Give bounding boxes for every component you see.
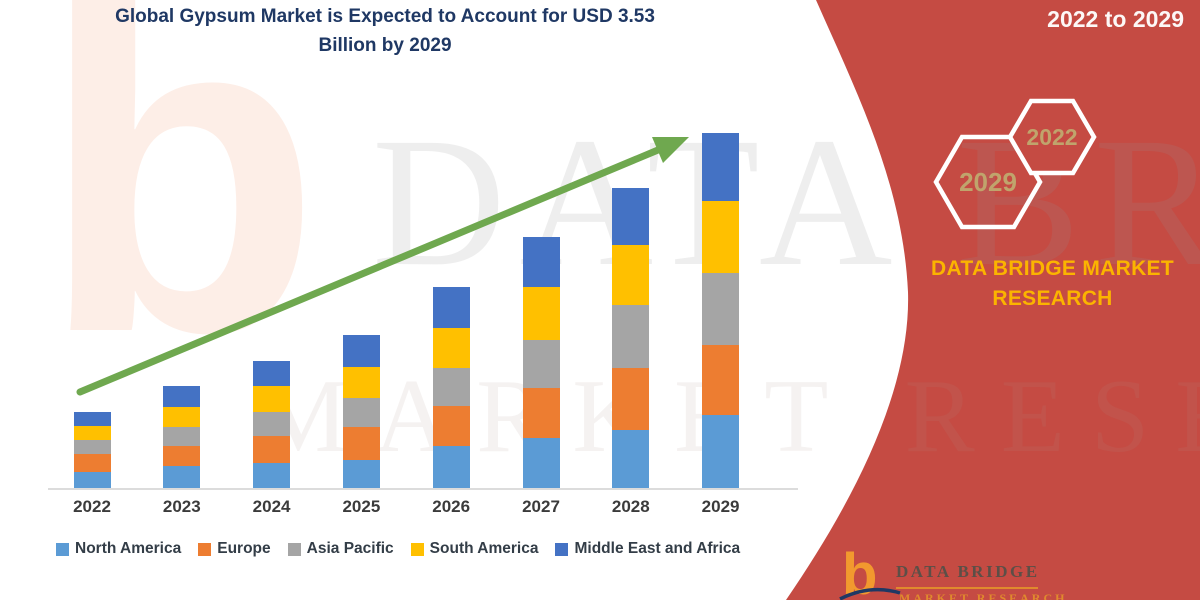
- chart-title-line2: Billion by 2029: [318, 35, 452, 57]
- brand-text-line1: DATA BRIDGE MARKET: [931, 257, 1174, 280]
- trend-arrow-head: [652, 137, 689, 163]
- bar-segment-2027-asia-pacific: [522, 340, 560, 388]
- bar-segment-2022-asia-pacific: [73, 440, 111, 454]
- hexagon-2029: [933, 134, 1043, 230]
- watermark-logo-b: b: [40, 0, 321, 428]
- legend-label: Asia Pacific: [306, 540, 394, 557]
- bar-segment-2026-middle-east-and-africa: [432, 287, 470, 328]
- footer-brand-line1: DATA BRIDGE: [896, 562, 1040, 581]
- legend-label: South America: [429, 540, 539, 557]
- legend-swatch: [555, 542, 569, 556]
- x-axis-line: [48, 488, 798, 490]
- bar-segment-2025-asia-pacific: [342, 398, 380, 427]
- bar-segment-2022-north-america: [73, 472, 111, 488]
- bar-segment-2029-south-america: [702, 201, 740, 273]
- bar-segment-2024-asia-pacific: [253, 412, 291, 436]
- legend-item-south-america: South America: [410, 540, 539, 558]
- bar-segment-2024-south-america: [253, 386, 291, 412]
- legend-swatch: [410, 542, 424, 556]
- bar-segment-2028-south-america: [612, 245, 650, 305]
- bar-segment-2023-asia-pacific: [163, 427, 201, 446]
- bar-segment-2026-asia-pacific: [432, 368, 470, 406]
- bar-segment-2022-europe: [73, 454, 111, 472]
- bar-segment-2029-north-america: [702, 415, 740, 488]
- legend-label: North America: [75, 540, 182, 557]
- hexagon-badges: 2029 2022: [933, 98, 1097, 230]
- bar-segment-2022-south-america: [73, 426, 111, 440]
- bar-segment-2026-south-america: [432, 328, 470, 368]
- bar-segment-2025-middle-east-and-africa: [342, 335, 380, 367]
- x-axis-label-2023: 2023: [162, 497, 201, 516]
- bar-segment-2027-north-america: [522, 438, 560, 488]
- bar-segment-2023-south-america: [163, 407, 201, 427]
- legend-swatch: [287, 542, 301, 556]
- footer-brand-line2: MARKET RESEARCH: [899, 591, 1068, 600]
- legend-item-asia-pacific: Asia Pacific: [287, 540, 394, 558]
- chart-legend: North America Europe Asia Pacific South Ame…: [56, 540, 740, 558]
- x-axis-label-2028: 2028: [611, 497, 650, 516]
- bar-segment-2023-europe: [163, 446, 201, 466]
- bar-segment-2027-europe: [522, 388, 560, 438]
- chart-title: Global Gypsum Market is Expected to Acco…: [20, 2, 750, 61]
- bar-segment-2022-middle-east-and-africa: [73, 412, 111, 426]
- legend-label: Europe: [217, 540, 271, 557]
- x-axis-label-2025: 2025: [342, 497, 381, 516]
- bar-segment-2025-north-america: [342, 460, 380, 488]
- legend-item-north-america: North America: [56, 540, 181, 558]
- bar-segment-2025-europe: [342, 427, 380, 460]
- x-axis-label-2029: 2029: [701, 497, 740, 516]
- forecast-period-text: 2022 to 2029: [1047, 6, 1184, 32]
- bar-segment-2026-europe: [432, 406, 470, 446]
- bar-segment-2029-asia-pacific: [702, 273, 740, 345]
- footer-brand-underline: [896, 587, 1038, 589]
- footer-logo-swoosh: [839, 587, 901, 600]
- hexagon-2022-year: 2022: [1026, 124, 1077, 150]
- x-axis-label-2022: 2022: [73, 497, 111, 516]
- bar-segment-2024-middle-east-and-africa: [253, 361, 291, 386]
- bar-segment-2029-europe: [702, 345, 740, 415]
- bar-segment-2024-europe: [253, 436, 291, 463]
- bar-segment-2026-north-america: [432, 446, 470, 488]
- legend-item-middle-east-and-africa: Middle East and Africa: [555, 540, 740, 558]
- trend-arrow-shaft: [76, 146, 662, 396]
- hexagon-2022: [1007, 98, 1097, 176]
- x-axis-label-2027: 2027: [522, 497, 560, 516]
- bar-segment-2024-north-america: [253, 463, 291, 488]
- bar-segment-2027-south-america: [522, 287, 560, 340]
- bar-segment-2028-north-america: [612, 430, 650, 488]
- bar-segment-2023-north-america: [163, 466, 201, 488]
- bar-segment-2027-middle-east-and-africa: [522, 237, 560, 287]
- legend-swatch: [198, 542, 212, 556]
- bar-segment-2028-asia-pacific: [612, 305, 650, 368]
- bar-segment-2029-middle-east-and-africa: [702, 133, 740, 201]
- hexagon-2029-year: 2029: [959, 167, 1017, 197]
- legend-label: Middle East and Africa: [574, 540, 741, 557]
- x-axis-label-2026: 2026: [432, 497, 471, 516]
- bar-segment-2025-south-america: [342, 367, 380, 398]
- bar-segment-2028-middle-east-and-africa: [612, 188, 650, 245]
- brand-text-line2: RESEARCH: [992, 286, 1113, 310]
- chart-title-line1: Global Gypsum Market is Expected to Acco…: [115, 6, 655, 27]
- x-axis-label-2024: 2024: [252, 497, 291, 516]
- red-panel-shape: [786, 0, 1200, 600]
- bar-segment-2028-europe: [612, 368, 650, 430]
- bar-segment-2023-middle-east-and-africa: [163, 386, 201, 407]
- legend-swatch: [56, 542, 69, 556]
- legend-item-europe: Europe: [198, 540, 271, 558]
- brand-text: DATA BRIDGE MARKET RESEARCH: [925, 254, 1180, 314]
